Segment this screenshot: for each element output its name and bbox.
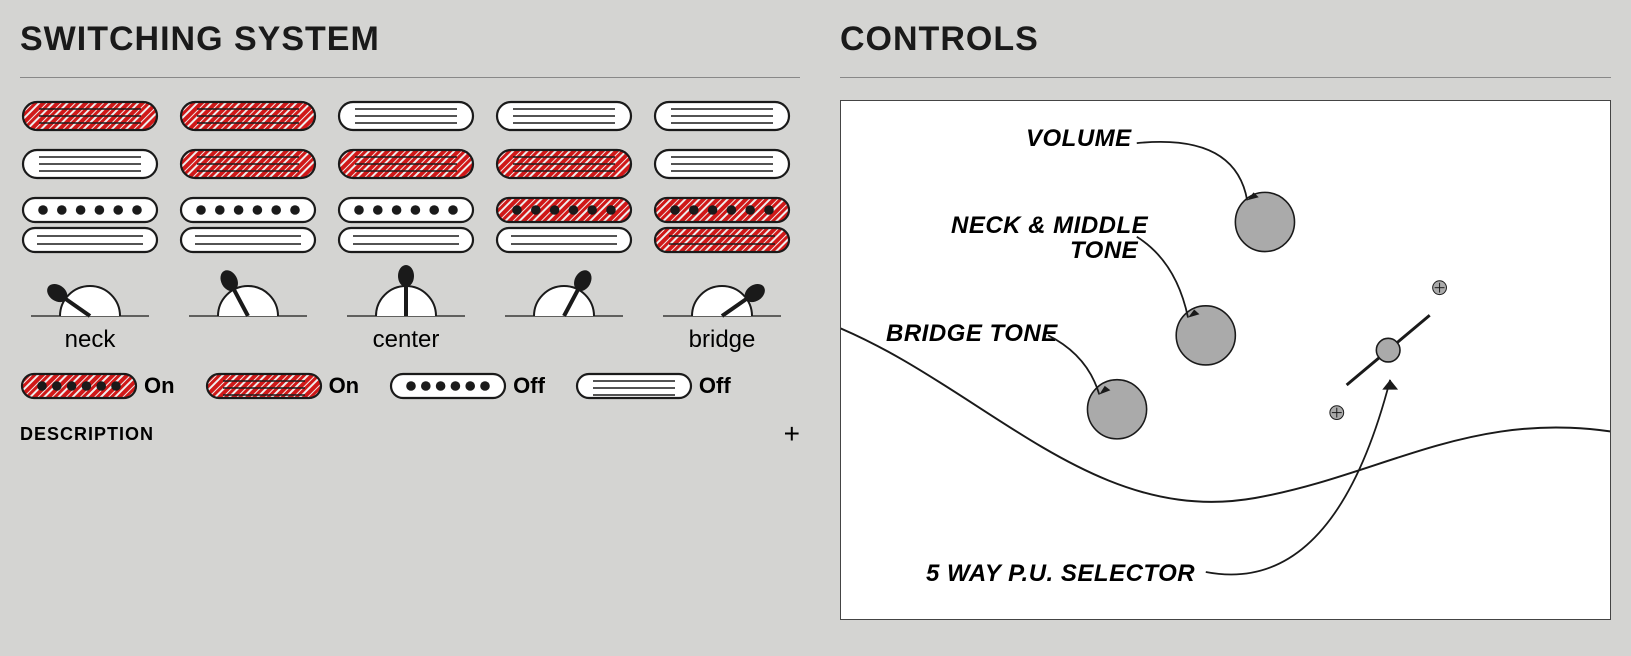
description-label: DESCRIPTION bbox=[20, 424, 154, 445]
switch-position bbox=[494, 264, 634, 354]
switch-label: bridge bbox=[689, 326, 756, 354]
nm-knob bbox=[1176, 306, 1235, 365]
legend-item: On bbox=[20, 372, 175, 400]
switch-position: bridge bbox=[652, 264, 792, 354]
legend-text: Off bbox=[513, 373, 545, 399]
volume-knob bbox=[1235, 192, 1294, 251]
legend-item: Off bbox=[389, 372, 545, 400]
single-coil-pickup bbox=[652, 148, 792, 180]
switch-position: neck bbox=[20, 264, 160, 354]
single-coil-pickup bbox=[20, 148, 160, 180]
description-row[interactable]: DESCRIPTION + bbox=[20, 418, 800, 450]
bridge-knob bbox=[1087, 380, 1146, 439]
switch-label: neck bbox=[65, 326, 116, 354]
switch-label: center bbox=[373, 326, 440, 354]
legend-text: On bbox=[144, 373, 175, 399]
single-coil-pickup bbox=[494, 148, 634, 180]
controls-svg bbox=[841, 101, 1610, 619]
single-coil-pickup bbox=[494, 100, 634, 132]
humbucker-pickup bbox=[20, 196, 160, 254]
controls-diagram: VOLUME NECK & MIDDLE TONE BRIDGE TONE 5 … bbox=[840, 100, 1611, 620]
legend-row: On On Off Off bbox=[20, 372, 800, 400]
humbucker-pickup bbox=[336, 196, 476, 254]
single-coil-pickup bbox=[178, 100, 318, 132]
switching-panel: SWITCHING SYSTEM bbox=[20, 20, 800, 636]
switching-title: SWITCHING SYSTEM bbox=[20, 20, 800, 59]
legend-item: Off bbox=[575, 372, 731, 400]
humbucker-pickup bbox=[178, 196, 318, 254]
switch-position bbox=[178, 264, 318, 354]
legend-item: On bbox=[205, 372, 360, 400]
controls-panel: CONTROLS VOLUME NECK & MIDDLE TONE BRIDG… bbox=[840, 20, 1611, 636]
single-coil-pickup bbox=[336, 100, 476, 132]
legend-text: Off bbox=[699, 373, 731, 399]
rule bbox=[840, 77, 1611, 78]
single-coil-pickup bbox=[178, 148, 318, 180]
plus-icon[interactable]: + bbox=[784, 418, 800, 450]
pickup-row bbox=[20, 196, 800, 254]
controls-title: CONTROLS bbox=[840, 20, 1611, 59]
switch-position: center bbox=[336, 264, 476, 354]
switch-row: neck center bridge bbox=[20, 264, 800, 354]
legend-text: On bbox=[329, 373, 360, 399]
pickup-row bbox=[20, 100, 800, 132]
single-coil-pickup bbox=[20, 100, 160, 132]
single-coil-pickup bbox=[652, 100, 792, 132]
rule bbox=[20, 77, 800, 78]
pickup-grid bbox=[20, 100, 800, 254]
humbucker-pickup bbox=[494, 196, 634, 254]
single-coil-pickup bbox=[336, 148, 476, 180]
humbucker-pickup bbox=[652, 196, 792, 254]
pickup-row bbox=[20, 148, 800, 180]
